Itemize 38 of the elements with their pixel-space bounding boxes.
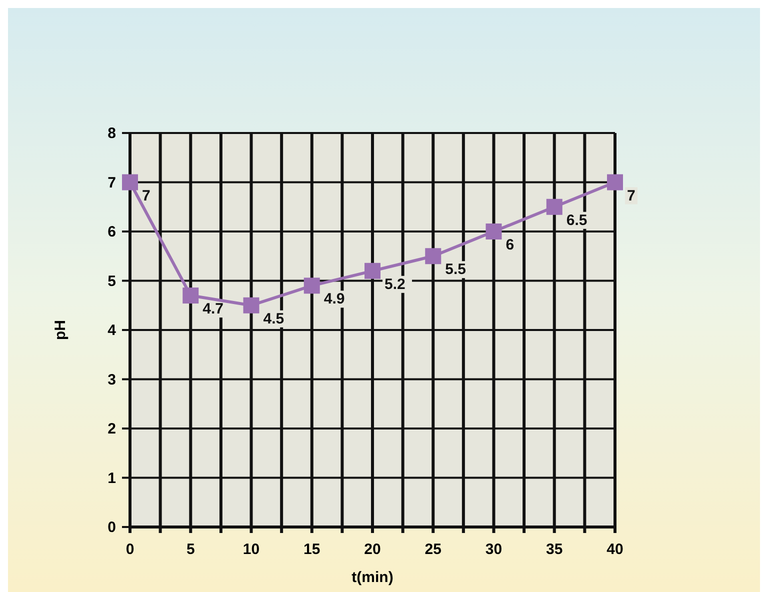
x-axis-title: t(min) <box>352 569 394 586</box>
x-tick-label: 30 <box>485 541 502 558</box>
point <box>607 174 623 190</box>
y-tick-label: 1 <box>108 470 116 487</box>
y-tick-label: 2 <box>108 420 116 438</box>
point <box>182 288 199 304</box>
point <box>304 278 320 294</box>
data-label: 5.2 <box>384 276 406 293</box>
x-tick-label: 5 <box>186 541 195 558</box>
x-tick-label: 35 <box>546 541 563 558</box>
point <box>486 224 502 240</box>
point <box>425 248 442 264</box>
y-axis-title: pH <box>52 320 69 340</box>
data-label: 4.5 <box>263 310 284 328</box>
x-tick-label: 40 <box>606 541 624 558</box>
x-tick-label: 20 <box>364 541 381 558</box>
point <box>364 262 380 279</box>
data-label: 6.5 <box>566 212 588 229</box>
data-label: 5.5 <box>445 261 466 278</box>
y-tick-label: 7 <box>108 174 116 192</box>
y-tick-label: 5 <box>108 272 116 290</box>
y-tick-label: 3 <box>108 371 116 388</box>
y-tick-label: 4 <box>108 322 117 339</box>
y-tick-label: 6 <box>108 224 116 240</box>
x-tick-label: 15 <box>304 541 320 558</box>
point <box>243 297 260 314</box>
data-label: 4.9 <box>324 290 345 308</box>
data-label: 6 <box>506 236 514 254</box>
y-tick-label: 8 <box>108 125 116 142</box>
data-label: 7 <box>627 187 636 204</box>
x-tick-label: 25 <box>424 541 442 558</box>
y-tick-label: 0 <box>108 519 116 536</box>
x-tick-label: 10 <box>242 541 260 558</box>
point <box>546 198 562 215</box>
point <box>122 174 138 190</box>
data-label: 7 <box>142 187 150 204</box>
x-tick-label: 0 <box>126 541 134 558</box>
data-label: 4.7 <box>202 300 224 318</box>
